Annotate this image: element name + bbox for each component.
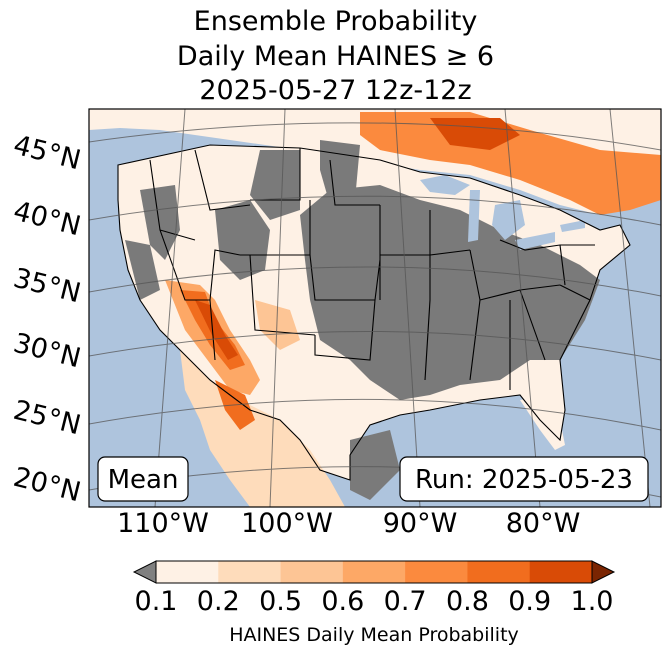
colorbar-frame <box>155 560 593 584</box>
colorbar-segment <box>529 561 593 583</box>
colorbar-tick-label: 0.5 <box>259 586 303 617</box>
political-borders <box>117 144 631 481</box>
colorbar-segment <box>342 561 406 583</box>
lat-label-40: 40°N <box>10 196 84 243</box>
colorbar-segment <box>156 561 219 583</box>
colorbar-tick-label: 0.1 <box>134 586 178 617</box>
map-title-line-2: Daily Mean HAINES ≥ 6 <box>176 41 495 72</box>
lon-label-100: 100°W <box>241 508 333 539</box>
colorbar-tick-label: 0.9 <box>508 586 552 617</box>
map-border <box>88 108 662 508</box>
colorbar-segment <box>218 561 282 583</box>
map-frame <box>89 109 661 507</box>
stat-box-label: Mean <box>108 465 179 495</box>
run-box <box>399 456 649 502</box>
lat-label-35: 35°N <box>10 263 84 310</box>
lat-label-20: 20°N <box>10 462 84 509</box>
colorbar-segment <box>405 561 468 583</box>
colorbar-tick-label: 1.0 <box>570 586 614 617</box>
colorbar-under-arrow <box>132 560 157 584</box>
colorbar-over-arrow <box>591 560 616 584</box>
colorbar-tick-label: 0.6 <box>321 586 365 617</box>
map-title-line-3: 2025-05-27 12z-12z <box>199 75 472 106</box>
lat-label-45: 45°N <box>10 130 84 177</box>
lon-label-80: 80°W <box>506 508 581 539</box>
lon-label-110: 110°W <box>117 508 209 539</box>
colorbar-title: HAINES Daily Mean Probability <box>229 624 519 646</box>
colorbar-tick-label: 0.7 <box>383 586 427 617</box>
lat-label-30: 30°N <box>10 328 84 375</box>
colorbar-segment <box>280 561 344 583</box>
stat-box <box>97 456 189 502</box>
lat-label-25: 25°N <box>10 395 84 442</box>
colorbar-tick-label: 0.2 <box>196 586 240 617</box>
lon-label-90: 90°W <box>383 508 458 539</box>
map-title-line-1: Ensemble Probability <box>193 6 478 37</box>
colorbar <box>132 560 616 584</box>
colorbar-tick-label: 0.8 <box>445 586 489 617</box>
run-box-label: Run: 2025-05-23 <box>415 465 633 495</box>
colorbar-segment <box>467 561 531 583</box>
